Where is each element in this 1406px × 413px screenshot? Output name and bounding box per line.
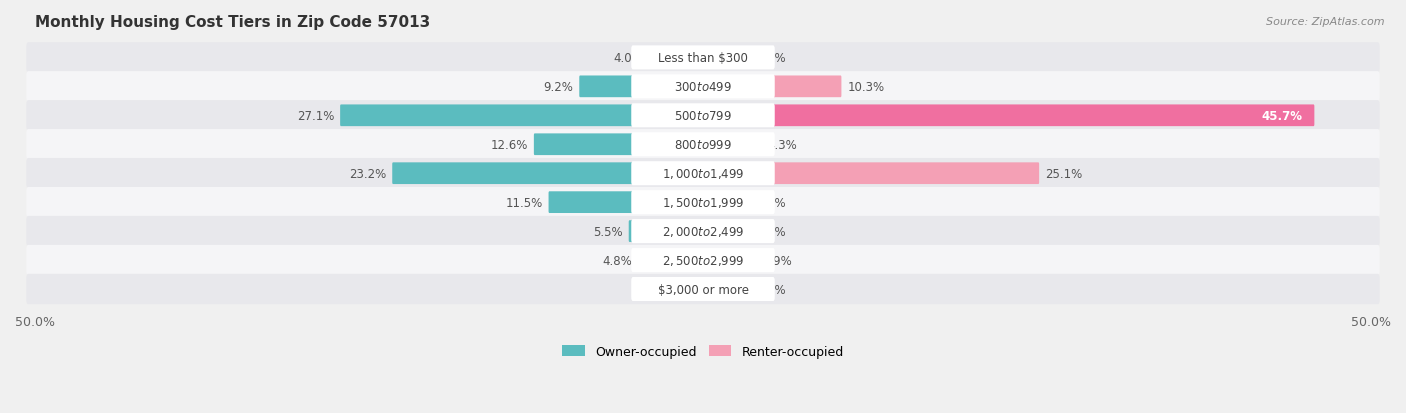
FancyBboxPatch shape (673, 278, 704, 300)
FancyBboxPatch shape (27, 274, 1379, 304)
FancyBboxPatch shape (27, 130, 1379, 160)
FancyBboxPatch shape (340, 105, 704, 127)
FancyBboxPatch shape (27, 101, 1379, 131)
FancyBboxPatch shape (27, 43, 1379, 74)
FancyBboxPatch shape (631, 104, 775, 128)
Text: 12.6%: 12.6% (491, 138, 529, 152)
Text: 23.2%: 23.2% (349, 167, 387, 180)
Text: $300 to $499: $300 to $499 (673, 81, 733, 94)
Text: 4.0%: 4.0% (613, 52, 643, 65)
Text: $2,500 to $2,999: $2,500 to $2,999 (662, 254, 744, 267)
FancyBboxPatch shape (579, 76, 704, 98)
FancyBboxPatch shape (702, 249, 756, 271)
FancyBboxPatch shape (702, 47, 751, 69)
FancyBboxPatch shape (392, 163, 704, 185)
Text: 4.3%: 4.3% (768, 138, 797, 152)
FancyBboxPatch shape (631, 277, 775, 301)
FancyBboxPatch shape (631, 249, 775, 273)
FancyBboxPatch shape (631, 133, 775, 157)
FancyBboxPatch shape (27, 188, 1379, 218)
Text: 0.0%: 0.0% (756, 52, 786, 65)
Text: 10.3%: 10.3% (848, 81, 884, 94)
Text: 0.0%: 0.0% (756, 283, 786, 296)
FancyBboxPatch shape (534, 134, 704, 156)
Text: $3,000 or more: $3,000 or more (658, 283, 748, 296)
FancyBboxPatch shape (631, 162, 775, 186)
FancyBboxPatch shape (702, 134, 761, 156)
FancyBboxPatch shape (702, 163, 1039, 185)
Text: 9.2%: 9.2% (544, 81, 574, 94)
FancyBboxPatch shape (702, 192, 751, 214)
FancyBboxPatch shape (638, 249, 704, 271)
Text: 5.5%: 5.5% (593, 225, 623, 238)
Text: 2.2%: 2.2% (637, 283, 666, 296)
FancyBboxPatch shape (648, 47, 704, 69)
Text: 45.7%: 45.7% (1261, 109, 1303, 123)
Text: Less than $300: Less than $300 (658, 52, 748, 65)
Text: Source: ZipAtlas.com: Source: ZipAtlas.com (1267, 17, 1385, 26)
Text: 3.9%: 3.9% (762, 254, 792, 267)
Text: 4.8%: 4.8% (602, 254, 633, 267)
FancyBboxPatch shape (702, 278, 751, 300)
FancyBboxPatch shape (702, 221, 751, 242)
Text: $800 to $999: $800 to $999 (673, 138, 733, 152)
Text: 27.1%: 27.1% (297, 109, 335, 123)
Text: 25.1%: 25.1% (1045, 167, 1083, 180)
FancyBboxPatch shape (27, 72, 1379, 102)
FancyBboxPatch shape (27, 216, 1379, 247)
FancyBboxPatch shape (27, 245, 1379, 275)
Text: $500 to $799: $500 to $799 (673, 109, 733, 123)
FancyBboxPatch shape (631, 191, 775, 215)
FancyBboxPatch shape (631, 75, 775, 99)
FancyBboxPatch shape (702, 76, 841, 98)
FancyBboxPatch shape (27, 159, 1379, 189)
Text: $1,000 to $1,499: $1,000 to $1,499 (662, 167, 744, 181)
Text: 0.0%: 0.0% (756, 225, 786, 238)
FancyBboxPatch shape (631, 46, 775, 70)
FancyBboxPatch shape (631, 220, 775, 244)
Text: 11.5%: 11.5% (505, 196, 543, 209)
FancyBboxPatch shape (628, 221, 704, 242)
Text: 0.0%: 0.0% (756, 196, 786, 209)
FancyBboxPatch shape (702, 105, 1315, 127)
Text: $1,500 to $1,999: $1,500 to $1,999 (662, 196, 744, 210)
Legend: Owner-occupied, Renter-occupied: Owner-occupied, Renter-occupied (557, 340, 849, 363)
Text: $2,000 to $2,499: $2,000 to $2,499 (662, 225, 744, 239)
FancyBboxPatch shape (548, 192, 704, 214)
Text: Monthly Housing Cost Tiers in Zip Code 57013: Monthly Housing Cost Tiers in Zip Code 5… (35, 15, 430, 30)
